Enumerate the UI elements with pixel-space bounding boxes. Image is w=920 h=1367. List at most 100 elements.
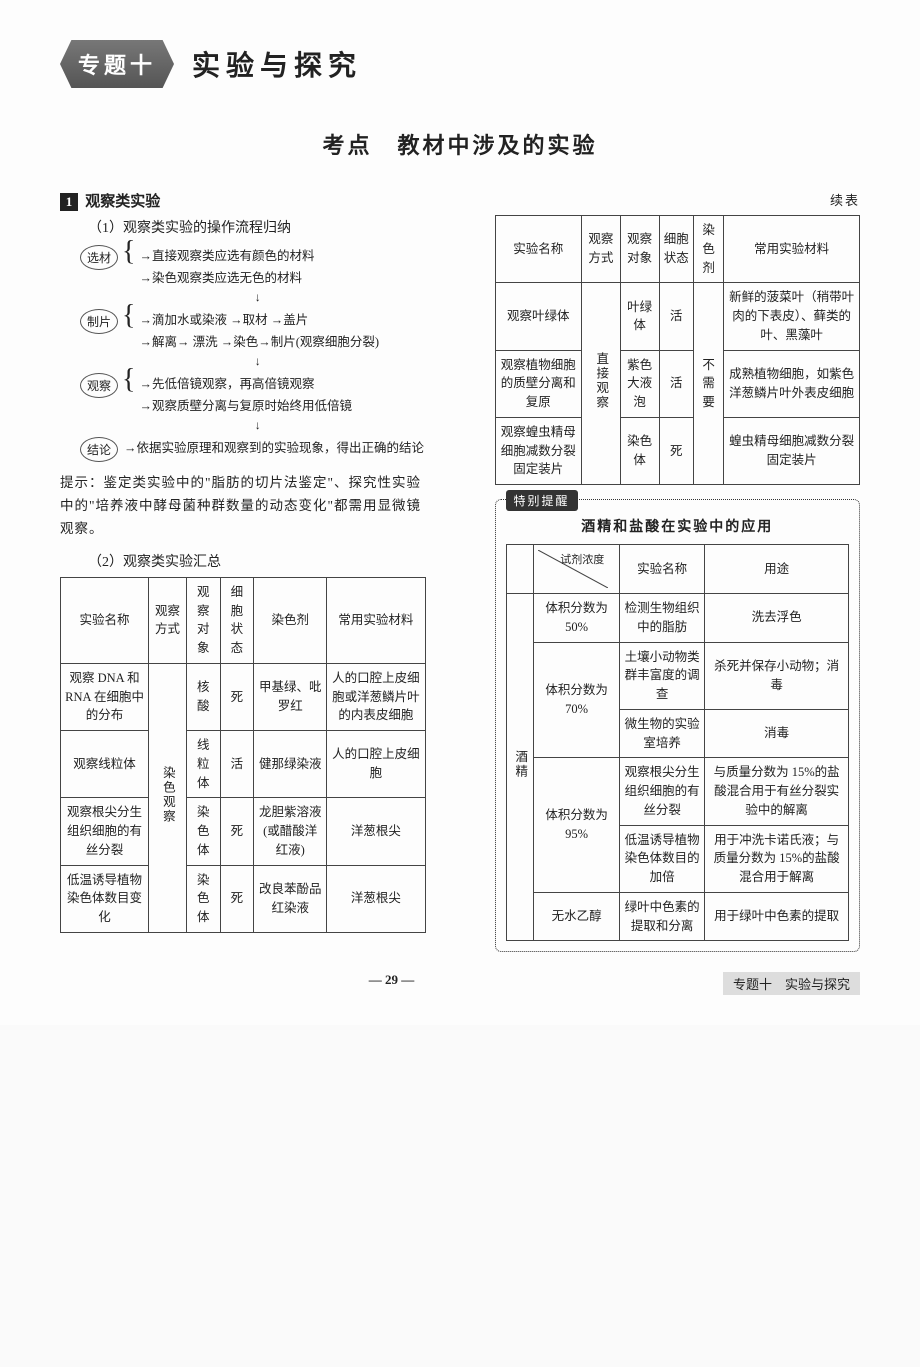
th: 常用实验材料 bbox=[327, 577, 425, 663]
td: 观察蝗虫精母细胞减数分裂固定装片 bbox=[495, 417, 582, 484]
th: 实验名称 bbox=[495, 216, 582, 283]
td: 低温诱导植物染色体数目的加倍 bbox=[620, 825, 705, 892]
flow-diagram: 选材 { →直接观察类应选有颜色的材料 →染色观察类应选无色的材料 ↓ 制片 {… bbox=[80, 245, 426, 462]
brace-icon: { bbox=[122, 309, 135, 323]
brace-icon: { bbox=[122, 373, 135, 387]
section-heading: 1 观察类实验 bbox=[60, 190, 426, 211]
section-number: 1 bbox=[60, 193, 78, 211]
topic-title: 实验与探究 bbox=[192, 44, 362, 84]
kaodian-title: 考点 教材中涉及的实验 bbox=[60, 128, 860, 160]
flow-text: →先低倍镜观察，再高倍镜观察 bbox=[139, 373, 352, 392]
footer-right: 专题十 实验与探究 bbox=[723, 972, 860, 995]
td: 龙胆紫溶液(或醋酸洋红液) bbox=[254, 798, 327, 865]
td: 体积分数为 70% bbox=[534, 642, 620, 758]
td: 健那绿染液 bbox=[254, 731, 327, 798]
td: 微生物的实验室培养 bbox=[620, 709, 705, 758]
td: 绿叶中色素的提取和分离 bbox=[620, 892, 705, 941]
td: 染色体 bbox=[620, 417, 659, 484]
td: 用于绿叶中色素的提取 bbox=[705, 892, 849, 941]
td: 人的口腔上皮细胞或洋葱鳞片叶的内表皮细胞 bbox=[327, 663, 425, 730]
special-reminder-box: 特别提醒 酒精和盐酸在实验中的应用 试剂浓度 实验名称 bbox=[495, 499, 861, 952]
table-row: 体积分数为 70% 土壤小动物类群丰富度的调查 杀死并保存小动物；消毒 bbox=[506, 642, 849, 709]
td: 洋葱根尖 bbox=[327, 865, 425, 932]
table-header-row: 实验名称 观察方式 观察对象 细胞状态 染色剂 常用实验材料 bbox=[495, 216, 860, 283]
th bbox=[506, 545, 534, 594]
td: 土壤小动物类群丰富度的调查 bbox=[620, 642, 705, 709]
td: 活 bbox=[659, 283, 694, 350]
td: 核酸 bbox=[186, 663, 220, 730]
experiment-table-right: 实验名称 观察方式 观察对象 细胞状态 染色剂 常用实验材料 观察叶绿体 直接观… bbox=[495, 215, 861, 485]
table-row: 观察叶绿体 直接观察 叶绿体 活 不需要 新鲜的菠菜叶（稍带叶肉的下表皮）、藓类… bbox=[495, 283, 860, 350]
td: 消毒 bbox=[705, 709, 849, 758]
table-row: 酒精 体积分数为 50% 检测生物组织中的脂肪 洗去浮色 bbox=[506, 594, 849, 643]
arrow-down-icon: ↓ bbox=[90, 290, 426, 305]
flow-node-1: 选材 bbox=[80, 245, 118, 270]
brace-icon: { bbox=[122, 245, 135, 259]
td: 观察 DNA 和 RNA 在细胞中的分布 bbox=[61, 663, 149, 730]
two-column-layout: 1 观察类实验 （1）观察类实验的操作流程归纳 选材 { →直接观察类应选有颜色… bbox=[60, 190, 860, 952]
td: 低温诱导植物染色体数目变化 bbox=[61, 865, 149, 932]
th: 染色剂 bbox=[254, 577, 327, 663]
td: 死 bbox=[220, 865, 254, 932]
table-row: 低温诱导植物染色体数目变化 染色体 死 改良苯酚品红染液 洋葱根尖 bbox=[61, 865, 426, 932]
td: 活 bbox=[220, 731, 254, 798]
table-header-row: 试剂浓度 实验名称 用途 bbox=[506, 545, 849, 594]
th: 观察方式 bbox=[149, 577, 187, 663]
td-side: 酒精 bbox=[506, 594, 534, 941]
td: 洋葱根尖 bbox=[327, 798, 425, 865]
sub2-label: （2）观察类实验汇总 bbox=[60, 551, 426, 571]
th: 实验名称 bbox=[61, 577, 149, 663]
td: 死 bbox=[220, 663, 254, 730]
special-title: 酒精和盐酸在实验中的应用 bbox=[506, 516, 850, 536]
td-merged: 染色观察 bbox=[149, 663, 187, 932]
th: 染色剂 bbox=[694, 216, 724, 283]
td: 观察叶绿体 bbox=[495, 283, 582, 350]
td: 活 bbox=[659, 350, 694, 417]
td: 染色体 bbox=[186, 865, 220, 932]
th: 观察对象 bbox=[620, 216, 659, 283]
td-merged: 不需要 bbox=[694, 283, 724, 485]
arrow-down-icon: ↓ bbox=[90, 354, 426, 369]
td: 死 bbox=[659, 417, 694, 484]
td: 观察根尖分生组织细胞的有丝分裂 bbox=[61, 798, 149, 865]
table-row: 观察植物细胞的质壁分离和复原 紫色大液泡 活 成熟植物细胞，如紫色洋葱鳞片叶外表… bbox=[495, 350, 860, 417]
td: 杀死并保存小动物；消毒 bbox=[705, 642, 849, 709]
right-column: 续表 实验名称 观察方式 观察对象 细胞状态 染色剂 常用实验材料 观察叶绿体 bbox=[495, 190, 861, 952]
th: 观察对象 bbox=[186, 577, 220, 663]
page-footer: — 29 — 专题十 实验与探究 bbox=[60, 972, 860, 995]
tip-text: 提示：鉴定类实验中的"脂肪的切片法鉴定"、探究性实验中的"培养液中酵母菌种群数量… bbox=[60, 472, 426, 541]
td: 人的口腔上皮细胞 bbox=[327, 731, 425, 798]
td: 成熟植物细胞，如紫色洋葱鳞片叶外表皮细胞 bbox=[724, 350, 860, 417]
experiment-table-left: 实验名称 观察方式 观察对象 细胞状态 染色剂 常用实验材料 观察 DNA 和 … bbox=[60, 577, 426, 933]
table-row: 观察 DNA 和 RNA 在细胞中的分布 染色观察 核酸 死 甲基绿、吡罗红 人… bbox=[61, 663, 426, 730]
flow-node-3: 观察 bbox=[80, 373, 118, 398]
th-diagonal: 试剂浓度 bbox=[534, 545, 620, 594]
flow-node-4: 结论 bbox=[80, 437, 118, 462]
th: 常用实验材料 bbox=[724, 216, 860, 283]
page-number: — 29 — bbox=[60, 972, 723, 995]
sub1-label: （1）观察类实验的操作流程归纳 bbox=[60, 217, 426, 237]
td: 体积分数为 95% bbox=[534, 758, 620, 893]
td: 用于冲洗卡诺氏液；与质量分数为 15%的盐酸混合用于解离 bbox=[705, 825, 849, 892]
td: 与质量分数为 15%的盐酸混合用于有丝分裂实验中的解离 bbox=[705, 758, 849, 825]
table-row: 无水乙醇 绿叶中色素的提取和分离 用于绿叶中色素的提取 bbox=[506, 892, 849, 941]
special-tag: 特别提醒 bbox=[506, 490, 578, 511]
flow-node-2: 制片 bbox=[80, 309, 118, 334]
td-merged: 直接观察 bbox=[582, 283, 621, 485]
td: 新鲜的菠菜叶（稍带叶肉的下表皮）、藓类的叶、黑藻叶 bbox=[724, 283, 860, 350]
th: 细胞状态 bbox=[659, 216, 694, 283]
td: 甲基绿、吡罗红 bbox=[254, 663, 327, 730]
flow-text: →染色观察类应选无色的材料 bbox=[139, 267, 314, 286]
flow-text: →依据实验原理和观察到的实验现象，得出正确的结论 bbox=[124, 437, 424, 456]
left-column: 1 观察类实验 （1）观察类实验的操作流程归纳 选材 { →直接观察类应选有颜色… bbox=[60, 190, 426, 933]
td: 叶绿体 bbox=[620, 283, 659, 350]
flow-text: →观察质壁分离与复原时始终用低倍镜 bbox=[139, 395, 352, 414]
table-header-row: 实验名称 观察方式 观察对象 细胞状态 染色剂 常用实验材料 bbox=[61, 577, 426, 663]
section-title: 观察类实验 bbox=[85, 194, 160, 210]
flow-text: →滴加水或染液 →取材 →盖片 bbox=[139, 309, 379, 328]
th: 观察方式 bbox=[582, 216, 621, 283]
td: 体积分数为 50% bbox=[534, 594, 620, 643]
topic-badge: 专题十 bbox=[60, 40, 174, 88]
td: 死 bbox=[220, 798, 254, 865]
flow-text: →解离→ 漂洗 →染色→制片(观察细胞分裂) bbox=[139, 331, 379, 350]
